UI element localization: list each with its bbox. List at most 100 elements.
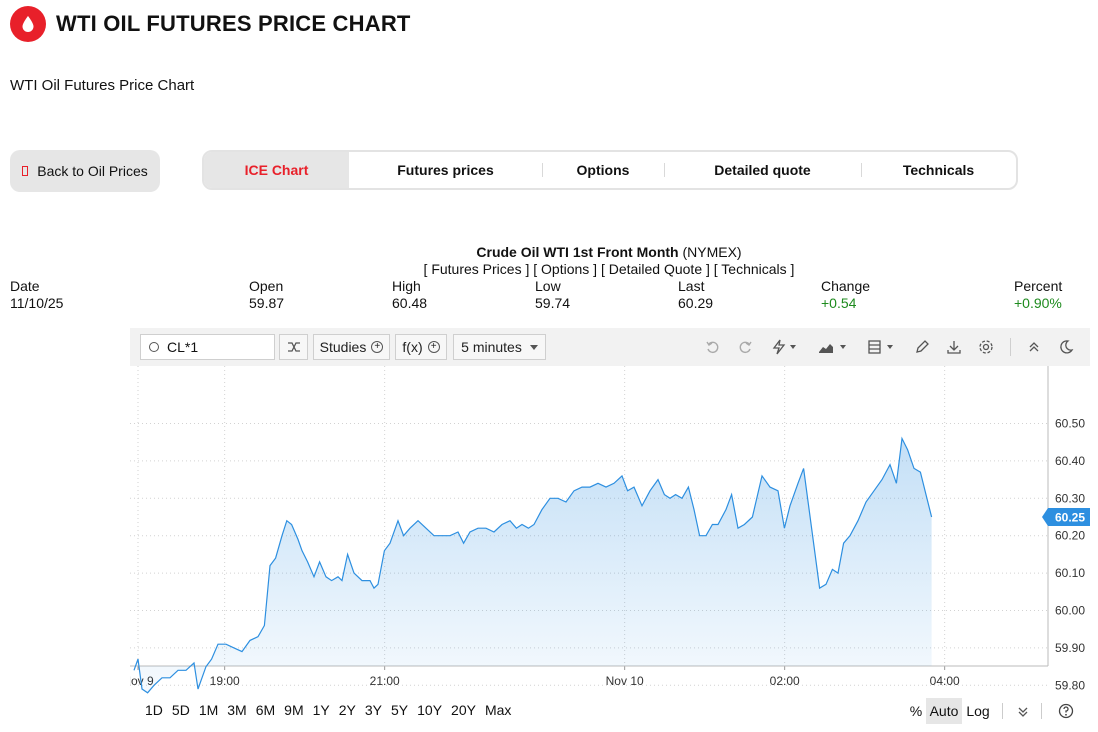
stat-high: High 60.48 — [392, 278, 427, 312]
download-icon[interactable] — [943, 337, 965, 357]
range-9m[interactable]: 9M — [284, 702, 304, 718]
interval-select[interactable]: 5 minutes — [453, 334, 546, 360]
stat-label: High — [392, 278, 421, 294]
chart-type-icon[interactable] — [816, 337, 850, 357]
exchange-name: (NYMEX) — [682, 244, 742, 260]
dark-mode-icon[interactable] — [1055, 337, 1077, 357]
range-20y[interactable]: 20Y — [451, 702, 476, 718]
compare-button[interactable] — [279, 334, 308, 360]
toolbar-divider — [1010, 338, 1011, 356]
pencil-icon[interactable] — [911, 337, 933, 357]
chart-toolbar: CL*1 Studies + f(x) + 5 minutes — [130, 328, 1090, 366]
symbol-search-input[interactable]: CL*1 — [140, 334, 275, 360]
studies-button[interactable]: Studies + — [313, 334, 390, 360]
range-10y[interactable]: 10Y — [417, 702, 443, 718]
price-line — [133, 436, 933, 694]
x-tick-label: 21:00 — [370, 674, 400, 688]
y-tick-label: 60.30 — [1055, 491, 1085, 505]
range-6m[interactable]: 6M — [255, 702, 276, 718]
instrument-name: Crude Oil WTI 1st Front Month — [476, 244, 679, 260]
x-tick-label: 04:00 — [930, 674, 960, 688]
interval-value: 5 minutes — [461, 339, 522, 355]
last-price-badge — [1042, 508, 1090, 526]
stat-value: 59.87 — [249, 295, 285, 311]
fx-button[interactable]: f(x) + — [395, 334, 447, 360]
range-1m[interactable]: 1M — [198, 702, 219, 718]
tab-technicals[interactable]: Technicals — [861, 152, 1016, 188]
range-3m[interactable]: 3M — [227, 702, 247, 718]
tab-options[interactable]: Options — [542, 152, 664, 188]
x-tick-label: 19:00 — [210, 674, 240, 688]
chevron-down-icon — [529, 344, 538, 350]
stat-value: 11/10/25 — [10, 295, 64, 311]
chart-tabs: ICE Chart Futures prices Options Detaile… — [202, 150, 1018, 190]
quote-links[interactable]: [ Futures Prices ] [ Options ] [ Detaile… — [423, 261, 795, 277]
layout-icon[interactable] — [866, 337, 900, 357]
y-tick-label: 59.90 — [1055, 641, 1085, 655]
back-button-label: Back to Oil Prices — [37, 163, 148, 179]
tab-ice-chart[interactable]: ICE Chart — [204, 152, 349, 188]
range-5d[interactable]: 5D — [171, 702, 190, 718]
studies-label: Studies — [319, 339, 367, 355]
percent-scale-button[interactable]: % — [909, 703, 923, 719]
range-max[interactable]: Max — [484, 702, 512, 718]
y-tick-label: 59.80 — [1055, 678, 1085, 692]
range-3y[interactable]: 3Y — [364, 702, 382, 718]
search-icon — [149, 342, 159, 352]
last-price-label: 60.25 — [1055, 511, 1085, 525]
symbol-value: CL*1 — [167, 339, 199, 355]
stat-date: Date 11/10/25 — [10, 278, 63, 312]
stat-label: Date — [10, 278, 40, 294]
redo-icon[interactable] — [734, 337, 756, 357]
stat-value: +0.90% — [1014, 295, 1062, 311]
range-5y[interactable]: 5Y — [391, 702, 409, 718]
auto-scale-button[interactable]: Auto — [926, 698, 962, 724]
scale-divider — [1041, 703, 1051, 719]
stat-change: Change +0.54 — [821, 278, 870, 312]
stat-value: +0.54 — [821, 295, 857, 311]
back-to-oil-prices-button[interactable]: Back to Oil Prices — [10, 150, 160, 192]
y-tick-label: 60.50 — [1055, 417, 1085, 431]
instrument-title: Crude Oil WTI 1st Front Month (NYMEX) — [0, 244, 1098, 260]
stat-label: Low — [535, 278, 561, 294]
stat-label: Percent — [1014, 278, 1063, 294]
stat-open: Open 59.87 — [249, 278, 284, 312]
stat-percent: Percent +0.90% — [1014, 278, 1062, 312]
y-tick-label: 60.10 — [1055, 566, 1085, 580]
log-scale-button[interactable]: Log — [966, 703, 990, 719]
page-header: WTI OIL FUTURES PRICE CHART — [10, 6, 411, 42]
lightning-icon[interactable] — [768, 337, 802, 357]
range-1y[interactable]: 1Y — [312, 702, 330, 718]
oil-drop-icon — [10, 6, 46, 42]
fx-label: f(x) — [402, 339, 423, 355]
price-chart[interactable]: 59.80 59.90 60.00 60.10 60.20 60.30 60.40 60.50… — [130, 366, 1090, 694]
y-tick-label: 60.40 — [1055, 454, 1085, 468]
tab-detailed-quote[interactable]: Detailed quote — [664, 152, 861, 188]
settings-icon[interactable] — [975, 337, 997, 357]
page-title: WTI OIL FUTURES PRICE CHART — [56, 11, 411, 36]
range-2y[interactable]: 2Y — [338, 702, 356, 718]
shuffle-icon — [287, 342, 300, 352]
stat-value: 60.29 — [678, 295, 714, 311]
x-tick-label: 02:00 — [770, 674, 800, 688]
stat-label: Last — [678, 278, 705, 294]
help-icon[interactable] — [1055, 698, 1077, 724]
range-1d[interactable]: 1D — [145, 702, 163, 718]
range-selector: 1D 5D 1M 3M 6M 9M 1Y 2Y 3Y 5Y 10Y 20Y Ma… — [145, 702, 520, 718]
price-area — [134, 438, 932, 693]
collapse-icon[interactable] — [1023, 337, 1045, 357]
x-tick-label: Nov 10 — [606, 674, 644, 688]
y-tick-label: 60.00 — [1055, 604, 1085, 618]
expand-icon[interactable] — [1013, 698, 1033, 724]
plus-circle-icon: + — [427, 341, 440, 353]
y-tick-label: 60.20 — [1055, 529, 1085, 543]
stat-label: Change — [821, 278, 871, 294]
back-icon — [22, 166, 29, 176]
stat-value: 59.74 — [535, 295, 571, 311]
tab-futures-prices[interactable]: Futures prices — [397, 162, 494, 178]
stat-low: Low 59.74 — [535, 278, 570, 312]
undo-icon[interactable] — [702, 337, 724, 357]
stat-value: 60.48 — [392, 295, 428, 311]
stat-label: Open — [249, 278, 284, 294]
scale-divider — [1002, 703, 1012, 719]
